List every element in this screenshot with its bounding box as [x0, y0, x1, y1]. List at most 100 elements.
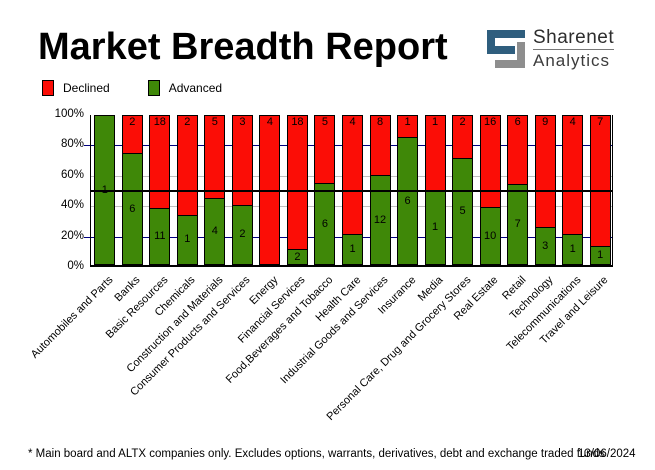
declined-count-label: 4 [349, 116, 356, 128]
advanced-count-label: 1 [569, 243, 576, 256]
declined-segment [535, 116, 555, 227]
legend-item-declined: Declined [42, 80, 110, 96]
advanced-segment [370, 175, 390, 264]
declined-count-label: 4 [266, 116, 273, 128]
y-axis-label-60: 60% [60, 168, 84, 181]
y-axis-label-40: 40% [60, 199, 84, 212]
advanced-segment [177, 214, 197, 264]
declined-swatch-icon [42, 80, 54, 96]
logo-line1: Sharenet [533, 27, 615, 48]
advanced-segment [315, 183, 335, 264]
advanced-count-label: 1 [349, 243, 356, 256]
declined-segment [205, 116, 225, 199]
legend-label-advanced: Advanced [168, 81, 223, 95]
logo-divider [533, 49, 615, 50]
sharenet-logo: Sharenet Analytics [486, 27, 615, 70]
advanced-segment [205, 198, 225, 264]
legend-item-advanced: Advanced [147, 80, 223, 96]
declined-segment [232, 116, 252, 205]
advanced-count-label: 6 [129, 202, 136, 215]
advanced-count-label: 6 [321, 217, 329, 230]
advanced-swatch-icon [147, 80, 160, 96]
sharenet-logo-icon [487, 29, 525, 68]
advanced-count-label: 2 [239, 228, 246, 241]
bar-real-estate: 16 10 [479, 115, 501, 265]
advanced-count-label: 1 [597, 248, 604, 261]
report-date: 13/06/2024 [578, 448, 636, 460]
advanced-count-label: 11 [154, 229, 166, 242]
declined-count-label: 9 [542, 116, 549, 128]
y-axis-tick-20 [84, 236, 90, 238]
advanced-segment [287, 249, 307, 264]
declined-segment [480, 116, 500, 208]
declined-count-label: 1 [432, 116, 439, 128]
declined-segment [122, 116, 142, 153]
declined-count-label: 7 [597, 116, 604, 128]
stacked-bar-chart: 1261811215432418256418121611251610679341… [84, 115, 613, 267]
declined-segment [425, 116, 445, 190]
y-axis-tick-80 [84, 145, 90, 147]
advanced-segment [480, 207, 500, 264]
advanced-count-label: 10 [484, 229, 497, 242]
bar-basic-resources: 18 11 [149, 115, 171, 265]
declined-segment [287, 116, 307, 250]
footnote: * Main board and ALTX companies only. Ex… [28, 448, 605, 460]
declined-count-label: 1 [404, 116, 411, 128]
page-title: Market Breadth Report [38, 26, 448, 68]
advanced-segment [122, 153, 142, 264]
declined-count-label: 8 [376, 116, 384, 128]
declined-count-label: 5 [321, 116, 329, 128]
advanced-segment [232, 204, 252, 264]
declined-count-label: 16 [484, 116, 497, 128]
advanced-segment [508, 184, 528, 264]
declined-segment [315, 116, 335, 184]
y-axis-label-20: 20% [60, 229, 84, 242]
advanced-count-label: 2 [294, 250, 301, 263]
declined-count-label: 4 [569, 116, 576, 128]
advanced-count-label: 6 [404, 194, 411, 207]
declined-segment [343, 116, 362, 235]
declined-count-label: 18 [153, 116, 166, 128]
advanced-segment [343, 234, 362, 264]
advanced-count-label: 3 [542, 239, 549, 252]
y-axis-label-80: 80% [60, 138, 84, 151]
advanced-segment [535, 227, 555, 264]
declined-count-label: 6 [514, 116, 521, 128]
declined-count-label: 2 [184, 116, 191, 128]
advanced-segment [563, 234, 583, 264]
declined-segment [150, 116, 170, 208]
legend: Declined Advanced [42, 80, 222, 96]
advanced-count-label: 12 [373, 213, 387, 226]
declined-segment [370, 116, 390, 176]
declined-count-label: 18 [291, 116, 304, 128]
declined-segment [453, 116, 473, 159]
advanced-segment [590, 245, 610, 264]
y-axis-label-100: 100% [54, 108, 84, 120]
advanced-count-label: 7 [514, 218, 521, 231]
advanced-segment [150, 207, 170, 264]
fifty-percent-reference-line [91, 190, 612, 192]
declined-segment [177, 116, 197, 215]
declined-count-label: 2 [129, 116, 136, 128]
advanced-count-label: 4 [211, 225, 218, 238]
declined-count-label: 3 [239, 116, 246, 128]
sharenet-logo-text: Sharenet Analytics [533, 27, 615, 70]
declined-count-label: 5 [211, 116, 218, 128]
advanced-count-label: 1 [432, 221, 439, 233]
y-axis-label-0: 0% [67, 260, 84, 272]
advanced-count-label: 1 [184, 233, 191, 246]
advanced-segment [453, 158, 473, 264]
declined-segment [563, 116, 583, 235]
advanced-count-label: 5 [459, 205, 466, 218]
declined-segment [508, 116, 528, 185]
logo-line2: Analytics [533, 51, 611, 70]
legend-label-declined: Declined [63, 81, 110, 95]
declined-segment [590, 116, 610, 246]
declined-segment [398, 116, 418, 138]
advanced-segment [398, 137, 418, 264]
